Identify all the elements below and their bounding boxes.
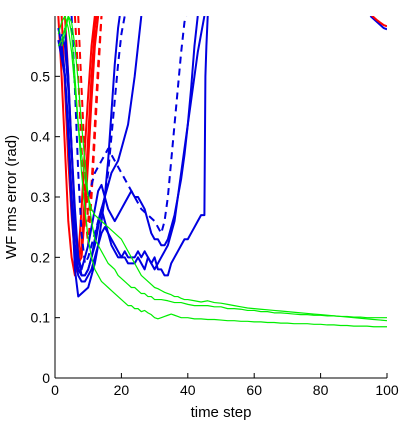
x-tick-label: 60 [246,382,262,398]
x-tick-label: 40 [180,382,196,398]
series-line-2 [60,16,98,265]
series-line-5 [77,16,103,223]
y-tick-label: 0.2 [31,249,51,265]
series-layer [57,16,387,328]
series-line-13 [369,16,387,31]
series-line-9 [60,16,209,283]
series-line-17 [57,16,387,322]
y-tick-label: 0 [42,370,50,386]
x-tick-label: 100 [375,382,399,398]
y-tick-label: 0.4 [31,129,51,145]
series-line-10 [63,16,206,277]
series-line-16 [61,16,387,328]
y-tick-label: 0.3 [31,189,51,205]
series-line-11 [70,16,126,265]
axes: 0 20 40 60 80 100 0 0.1 0.2 0.3 0.4 0.5 [31,16,399,398]
series-line-15 [57,16,387,319]
x-tick-label: 20 [114,382,130,398]
x-axis-title: time step [191,404,252,421]
y-axis-title: WF rms error (rad) [3,135,20,259]
y-tick-label: 0.5 [31,68,51,84]
x-tick-label: 0 [51,382,59,398]
series-line-14 [370,16,387,28]
x-tick-label: 80 [313,382,329,398]
y-tick-label: 0.1 [31,310,51,326]
plot-area [55,16,387,378]
